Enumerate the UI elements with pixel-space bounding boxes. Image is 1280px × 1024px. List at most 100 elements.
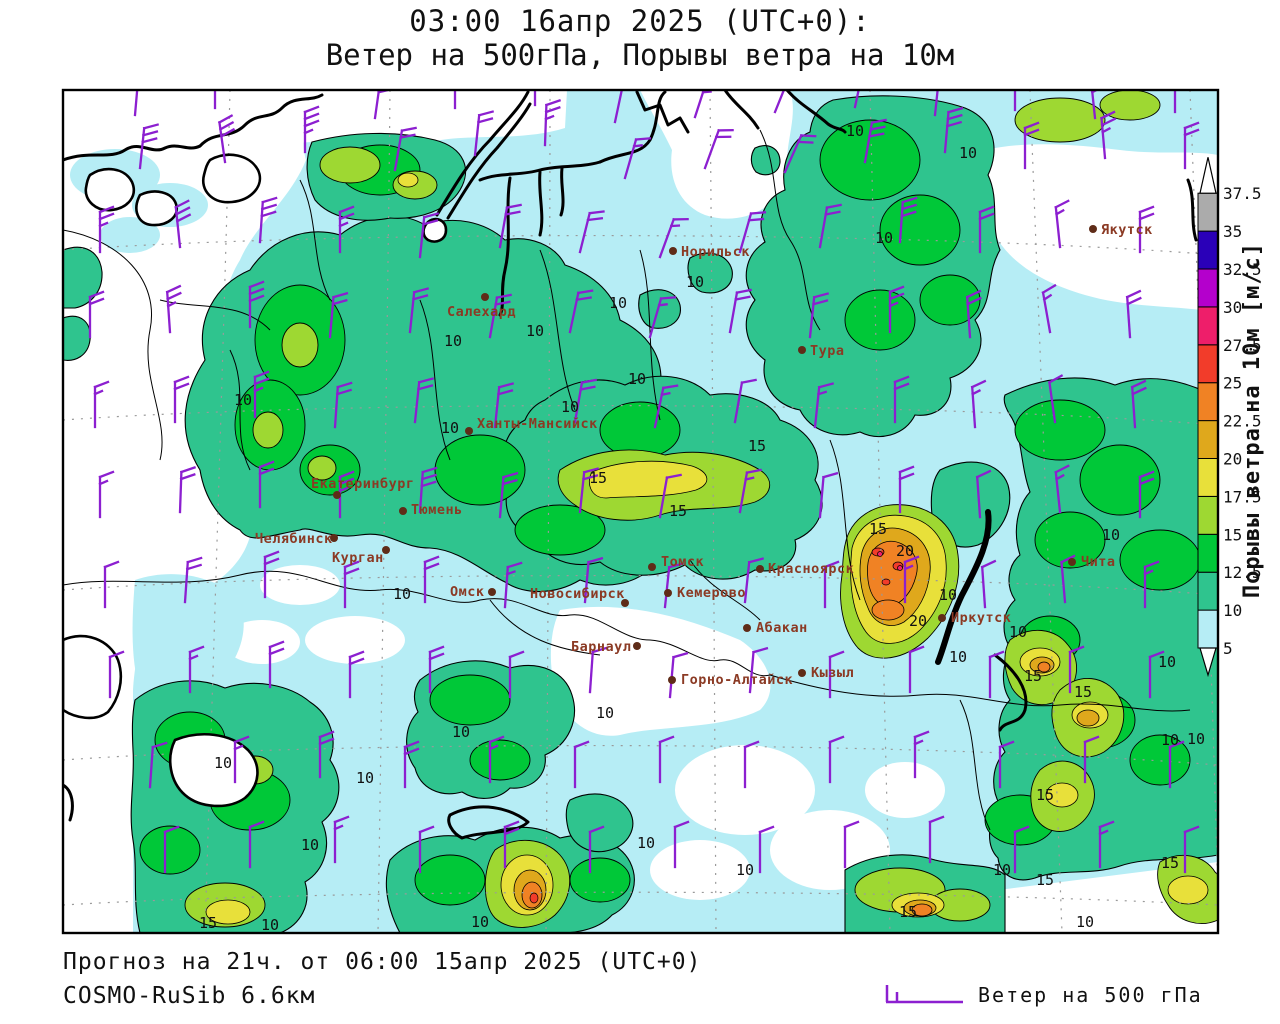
wind-barb [748, 646, 769, 694]
wind-barb [970, 379, 987, 429]
city-норильск: Норильск [669, 244, 750, 260]
city-новосибирск: Новосибирск [530, 586, 629, 607]
city-label: Кызыл [811, 665, 854, 681]
wind-barb [498, 203, 522, 249]
wind-barb [903, 555, 920, 604]
wind-barb [88, 290, 105, 339]
wind-barb [613, 90, 637, 124]
city-dot [1068, 558, 1076, 566]
city-dot [488, 588, 496, 596]
wind-barb [965, 289, 982, 339]
region-europe-white [63, 90, 306, 933]
wind-barb [1099, 110, 1117, 160]
city-dot [633, 642, 641, 650]
wind-barb [543, 99, 562, 147]
city-label: Томск [661, 554, 704, 570]
city-красноярск: Красноярск [756, 561, 854, 577]
wind-barb [743, 557, 765, 604]
coastlines [63, 90, 1198, 840]
contour-label: 10 [1187, 730, 1205, 748]
wind-barb [913, 730, 930, 779]
wind-barb [975, 469, 992, 519]
wind-barb [418, 825, 435, 874]
contour-label: 10 [452, 723, 470, 741]
wind-barb [1054, 464, 1070, 514]
city-label: Челябинск [255, 531, 333, 547]
wind-barb [508, 650, 525, 699]
wind-barb [183, 556, 203, 604]
colorbar-segment [1197, 571, 1219, 611]
colorbar-segment [1197, 533, 1219, 573]
wind-barb [893, 375, 910, 424]
contour-label: 10 [959, 144, 977, 162]
contour-label: 10 [444, 332, 462, 350]
city-абакан: Абакан [743, 620, 807, 636]
city-label: Барнаул [571, 639, 631, 655]
colorbar-segment [1197, 495, 1219, 535]
wind-barb [408, 287, 430, 334]
wind-barb [423, 555, 440, 604]
contour-label: 10 [261, 916, 279, 934]
wind-barb [898, 196, 918, 244]
city-курган: Курган [332, 546, 390, 566]
wind-barb [658, 217, 689, 259]
wind-barb [623, 137, 652, 180]
wind-barb [578, 210, 605, 254]
city-dot [664, 589, 672, 597]
city-dot [382, 546, 390, 554]
city-dot [465, 427, 473, 435]
contour-label: 10 [526, 322, 544, 340]
contour-label: 10 [1161, 731, 1179, 749]
wind-barb [1183, 121, 1200, 170]
colorbar-tick: 12.5 [1223, 563, 1262, 582]
wind-barb [1143, 560, 1160, 609]
city-чита: Чита [1068, 554, 1115, 570]
colorbar-segment [1197, 458, 1219, 497]
wind-barb [338, 205, 355, 254]
wind-barb [178, 466, 197, 514]
contour-label: 10 [1076, 913, 1094, 931]
wind-barb [428, 645, 445, 694]
wind-barb [583, 556, 604, 604]
wind-barb [573, 378, 597, 424]
contour-label: 15 [748, 437, 766, 455]
wind-barb [843, 820, 860, 869]
wind-barb [217, 114, 236, 164]
wind-barb [943, 106, 964, 154]
wind-barb [343, 560, 360, 609]
map-title: 03:00 16апр 2025 (UTC+0): Ветер на 500гП… [0, 4, 1280, 72]
city-екатеринбург: Екатеринбург [311, 476, 414, 499]
city-label: Тура [810, 343, 845, 359]
contour-label: 15 [869, 520, 887, 538]
colorbar-arrow-down [1199, 647, 1217, 678]
wind-barb [488, 735, 505, 784]
wind-barb [348, 650, 365, 699]
wind-barb [103, 560, 120, 609]
wind-barb [1013, 825, 1030, 874]
contour-label: 10 [686, 273, 704, 291]
city-label: Красноярск [768, 561, 854, 577]
colorbar-segment [1197, 420, 1219, 460]
wind-barb [773, 90, 792, 114]
wind-barb [1013, 90, 1017, 112]
wind-barb [663, 562, 685, 609]
wind-barb [1148, 650, 1165, 699]
wind-barb [413, 377, 435, 424]
contour-label: 10 [214, 754, 232, 772]
contour-label: 10 [949, 648, 967, 666]
wind-barb [988, 650, 1005, 699]
city-dot [1089, 225, 1097, 233]
region-altai-white [550, 606, 771, 736]
wind-barb [1068, 645, 1085, 694]
wind-barb [333, 381, 353, 429]
city-dot [399, 507, 407, 515]
wind-barb [703, 128, 734, 170]
colorbar-title: Порывы ветра на 10м [м/с] [1240, 241, 1265, 599]
wind-barb [1173, 90, 1177, 114]
colorbar-tick: 32.5 [1223, 260, 1262, 279]
wind-barb [248, 820, 265, 869]
contour-label: 15 [1161, 854, 1179, 872]
wind-barb [333, 815, 350, 864]
colorbar-tick: 5 [1223, 639, 1233, 658]
wind-barb [1047, 374, 1064, 424]
